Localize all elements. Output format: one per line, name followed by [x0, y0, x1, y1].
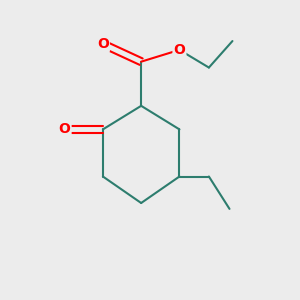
- Text: O: O: [173, 43, 185, 57]
- Text: O: O: [97, 37, 109, 51]
- Text: O: O: [59, 122, 70, 136]
